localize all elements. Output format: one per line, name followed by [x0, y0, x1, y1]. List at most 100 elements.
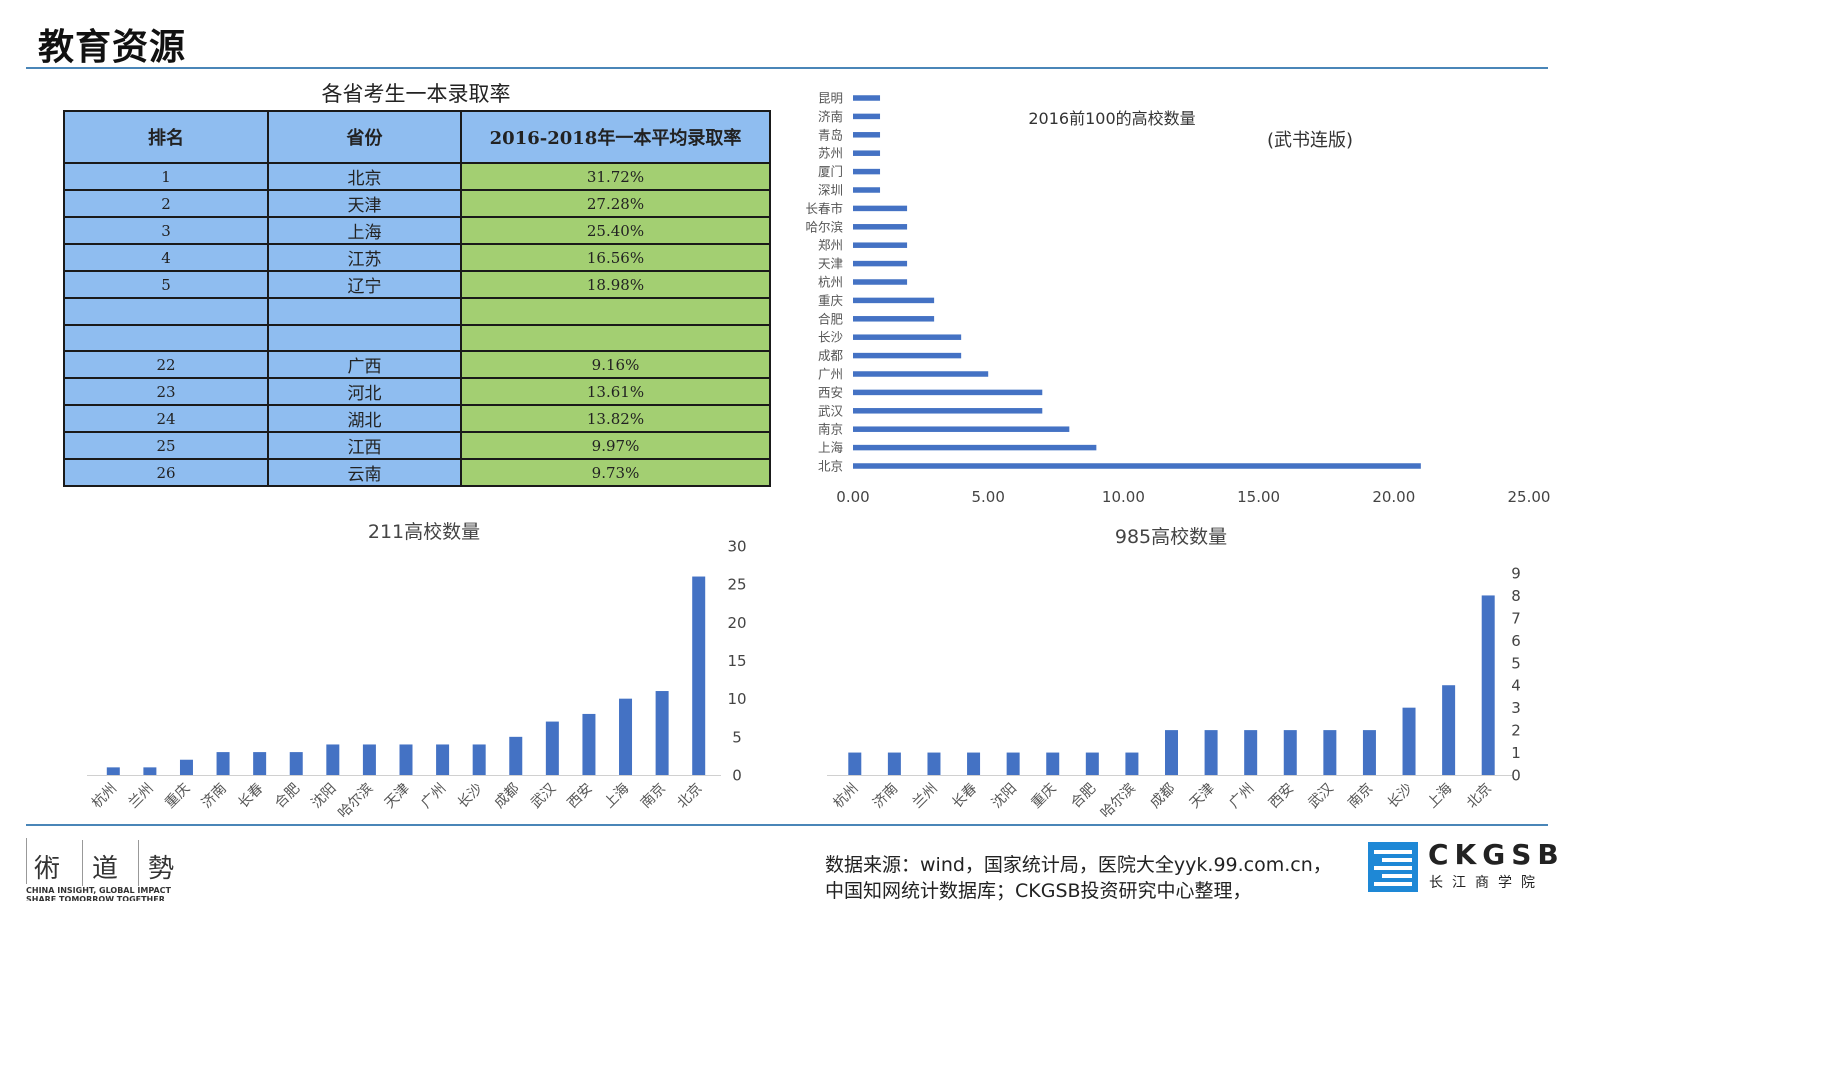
- x-tick-label: 5.00: [971, 488, 1004, 506]
- category-label: 深圳: [818, 183, 843, 198]
- header-province: 省份: [267, 110, 462, 164]
- y-tick-label: 8: [1511, 587, 1521, 605]
- bar: [853, 279, 908, 285]
- category-label: 成都: [818, 348, 844, 363]
- y-tick-label: 1: [1511, 744, 1521, 762]
- category-label: 长沙: [1385, 781, 1416, 812]
- bar: [1204, 730, 1218, 775]
- category-label: 长春市: [805, 201, 843, 216]
- rate-cell: 31.72%: [460, 162, 771, 191]
- y-tick-label: 15: [727, 652, 746, 670]
- category-label: 昆明: [818, 91, 843, 106]
- x-tick-label: 10.00: [1102, 488, 1145, 506]
- bar: [1481, 595, 1495, 775]
- bar: [692, 576, 706, 775]
- rank-cell: 22: [63, 350, 269, 379]
- table-row: 23 河北 13.61%: [63, 377, 771, 406]
- category-label: 南京: [638, 781, 669, 812]
- category-label: 西安: [1266, 781, 1297, 812]
- y-tick-label: 10: [727, 690, 746, 708]
- category-label: 合肥: [818, 311, 844, 326]
- bar: [289, 752, 303, 775]
- province-cell: [267, 323, 462, 352]
- bar: [655, 691, 669, 775]
- rank-cell: 3: [63, 216, 269, 245]
- table-row: 1 北京 31.72%: [63, 162, 771, 191]
- rate-cell: 16.56%: [460, 243, 771, 272]
- ckgsb-chinese-name: 长江商学院: [1429, 875, 1544, 891]
- header-rate: 2016-2018年一本平均录取率: [460, 110, 771, 164]
- y-tick-label: 25: [727, 576, 746, 594]
- rate-cell: 18.98%: [460, 270, 771, 299]
- category-label: 杭州: [818, 275, 843, 290]
- y-tick-label: 5: [1511, 654, 1521, 672]
- bar: [619, 698, 633, 775]
- rank-cell: [63, 297, 269, 326]
- bar: [143, 767, 157, 775]
- logo-char-1: 術: [34, 854, 61, 884]
- bar: [1283, 730, 1297, 775]
- category-label: 济南: [870, 781, 901, 812]
- province-cell: 河北: [267, 377, 462, 406]
- province-cell: [267, 297, 462, 326]
- category-label: 长春: [235, 781, 266, 812]
- x-tick-label: 0.00: [836, 488, 869, 506]
- footer-divider: [26, 824, 1548, 826]
- bar: [399, 744, 413, 775]
- ckgsb-emblem-icon: [1368, 842, 1418, 892]
- rate-cell: 9.16%: [460, 350, 771, 379]
- rate-cell: 25.40%: [460, 216, 771, 245]
- rank-cell: 25: [63, 431, 269, 460]
- bar: [1165, 730, 1178, 775]
- bar: [1125, 752, 1139, 775]
- bar: [853, 168, 881, 175]
- bar: [1402, 707, 1416, 775]
- chart-title: 985高校数量: [1115, 526, 1227, 548]
- category-label: 长春: [949, 781, 980, 812]
- category-label: 广州: [418, 781, 449, 812]
- rate-cell: 9.73%: [460, 458, 771, 487]
- table-row: 26 云南 9.73%: [63, 458, 771, 487]
- y-tick-label: 5: [732, 728, 742, 746]
- table-row: 3 上海 25.40%: [63, 216, 771, 245]
- bar: [853, 132, 881, 138]
- bar: [582, 713, 596, 775]
- logo-tagline: CHINA INSIGHT, GLOBAL IMPACT: [26, 886, 171, 895]
- table-row: 2 天津 27.28%: [63, 189, 771, 218]
- y-tick-label: 4: [1511, 677, 1521, 695]
- logo-char-2: 道: [92, 854, 119, 884]
- category-label: 广州: [1226, 781, 1257, 812]
- category-label: 成都: [491, 781, 522, 812]
- y-tick-label: 9: [1511, 565, 1521, 583]
- bar: [853, 426, 1070, 432]
- bar: [216, 752, 230, 775]
- province-cell: 江苏: [267, 243, 462, 272]
- category-label: 厦门: [818, 164, 843, 179]
- province-cell: 湖北: [267, 404, 462, 433]
- data-source-note: 数据来源：wind，国家统计局，医院大全yyk.99.com.cn， 中国知网统…: [825, 852, 1332, 904]
- rate-cell: [460, 323, 771, 352]
- bar: [967, 752, 981, 775]
- table-row: 4 江苏 16.56%: [63, 243, 771, 272]
- ckgsb-wordmark: CKGSB: [1428, 838, 1565, 871]
- header-rank: 排名: [63, 110, 269, 164]
- chart-subtitle: (武书连版): [1267, 130, 1353, 151]
- 985-universities-chart: 985高校数量 杭州 济南 兰州 长春 沈阳 重庆 合肥哈尔滨 成都 天津 广州 西安 武汉 南京 长沙上…: [827, 526, 1521, 822]
- y-tick-label: 3: [1511, 699, 1521, 717]
- source-line-1: 数据来源：wind，国家统计局，医院大全yyk.99.com.cn，: [825, 854, 1332, 876]
- page-title: 教育资源: [38, 27, 187, 68]
- bar: [848, 752, 862, 775]
- bar: [853, 352, 962, 359]
- bar: [326, 744, 340, 775]
- bar: [1085, 752, 1099, 775]
- category-label: 哈尔滨: [1098, 781, 1139, 822]
- bar: [509, 736, 523, 775]
- bar: [853, 444, 1097, 451]
- category-label: 广州: [818, 367, 843, 382]
- y-tick-label: 0: [732, 767, 742, 785]
- category-label: 上海: [601, 781, 632, 812]
- bar: [253, 752, 267, 775]
- bar: [179, 759, 193, 775]
- category-label: 成都: [1147, 781, 1178, 812]
- top100-universities-chart: 2016前100的高校数量 (武书连版) 昆明济南青岛苏州厦门深圳长春市哈尔滨郑…: [805, 91, 1550, 507]
